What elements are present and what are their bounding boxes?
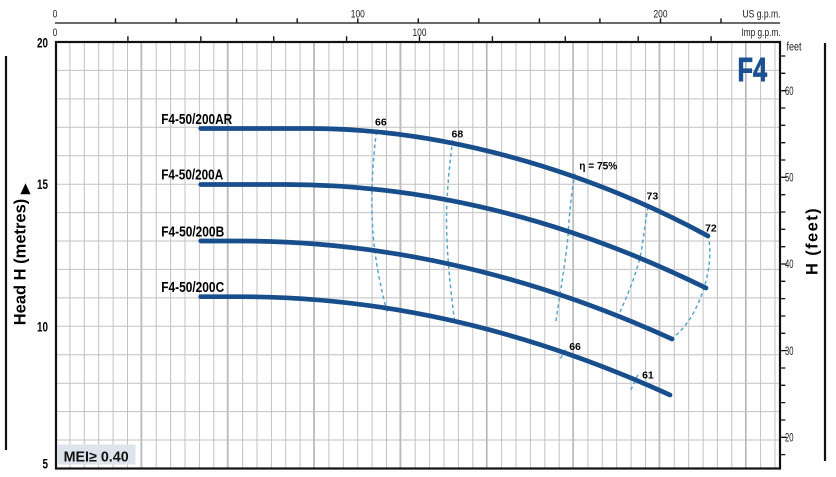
- svg-text:73: 73: [647, 190, 659, 202]
- svg-text:0: 0: [53, 27, 58, 39]
- svg-text:η = 75%: η = 75%: [579, 160, 617, 172]
- svg-text:H (feet): H (feet): [804, 207, 822, 275]
- svg-text:66: 66: [375, 117, 387, 129]
- svg-text:50: 50: [785, 173, 794, 185]
- svg-text:MEI≥ 0.40: MEI≥ 0.40: [64, 449, 129, 465]
- svg-text:20: 20: [785, 432, 794, 444]
- svg-text:Imp g.p.m.: Imp g.p.m.: [742, 27, 781, 39]
- svg-text:F4: F4: [738, 51, 768, 88]
- svg-text:40: 40: [785, 259, 794, 271]
- svg-text:15: 15: [37, 177, 48, 192]
- svg-text:60: 60: [785, 86, 794, 98]
- svg-text:5: 5: [43, 456, 49, 471]
- svg-text:10: 10: [37, 320, 48, 335]
- svg-text:F4-50/200AR: F4-50/200AR: [161, 112, 232, 128]
- svg-text:F4-50/200A: F4-50/200A: [161, 168, 223, 184]
- svg-text:20: 20: [37, 36, 48, 51]
- svg-text:US g.p.m.: US g.p.m.: [743, 9, 781, 21]
- svg-text:feet: feet: [787, 41, 803, 53]
- svg-text:68: 68: [452, 128, 464, 140]
- svg-text:0: 0: [53, 9, 58, 21]
- svg-text:Head H (metres): Head H (metres): [12, 199, 30, 326]
- svg-text:F4-50/200B: F4-50/200B: [161, 225, 224, 241]
- svg-text:66: 66: [569, 341, 581, 353]
- svg-text:30: 30: [785, 346, 794, 358]
- svg-text:72: 72: [705, 222, 717, 234]
- svg-text:200: 200: [654, 9, 668, 21]
- svg-text:100: 100: [413, 27, 427, 39]
- svg-text:61: 61: [642, 370, 654, 382]
- svg-text:F4-50/200C: F4-50/200C: [161, 280, 224, 296]
- svg-text:100: 100: [351, 9, 365, 21]
